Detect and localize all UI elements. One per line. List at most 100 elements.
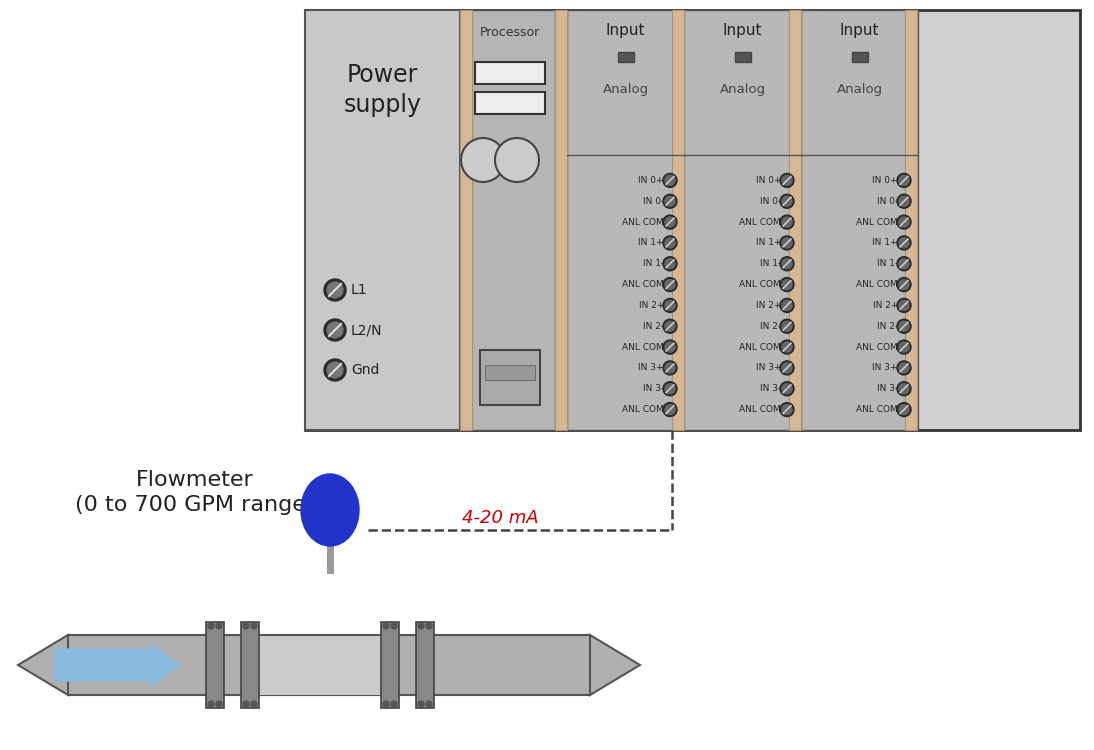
Text: IN 2-: IN 2- <box>760 322 781 331</box>
Text: ANL COM: ANL COM <box>857 405 898 414</box>
Circle shape <box>663 256 677 271</box>
Text: IN 2-: IN 2- <box>877 322 898 331</box>
Circle shape <box>665 404 675 415</box>
Bar <box>251 635 389 695</box>
Circle shape <box>780 340 794 354</box>
Circle shape <box>780 215 794 229</box>
Circle shape <box>897 236 911 250</box>
Text: Flowmeter
(0 to 700 GPM range): Flowmeter (0 to 700 GPM range) <box>75 470 315 514</box>
Text: Analog: Analog <box>837 83 883 97</box>
Circle shape <box>663 278 677 292</box>
Circle shape <box>780 173 794 188</box>
Text: IN 0+: IN 0+ <box>639 176 664 185</box>
Circle shape <box>897 278 911 292</box>
Text: IN 3-: IN 3- <box>759 384 781 393</box>
Circle shape <box>899 363 909 373</box>
Circle shape <box>899 301 909 310</box>
Circle shape <box>897 215 911 229</box>
Circle shape <box>426 623 432 629</box>
Text: Analog: Analog <box>720 83 766 97</box>
Bar <box>305 10 459 430</box>
Circle shape <box>780 361 794 375</box>
Circle shape <box>665 217 675 227</box>
Text: Gnd: Gnd <box>351 363 380 377</box>
Bar <box>475 92 545 114</box>
Text: ANL COM: ANL COM <box>740 405 781 414</box>
Circle shape <box>897 298 911 313</box>
Circle shape <box>897 403 911 416</box>
Text: IN 1+: IN 1+ <box>756 238 781 248</box>
Bar <box>905 10 917 430</box>
Circle shape <box>663 320 677 333</box>
Bar <box>475 62 545 84</box>
Circle shape <box>665 321 675 332</box>
Circle shape <box>663 361 677 375</box>
Circle shape <box>383 623 389 629</box>
Bar <box>485 365 535 380</box>
Circle shape <box>780 256 794 271</box>
Circle shape <box>780 320 794 333</box>
Circle shape <box>897 256 911 271</box>
Text: ANL COM: ANL COM <box>857 280 898 289</box>
Circle shape <box>243 623 249 629</box>
Circle shape <box>780 298 794 313</box>
Circle shape <box>418 623 424 629</box>
Circle shape <box>663 236 677 250</box>
Bar <box>851 52 868 62</box>
Text: IN 0-: IN 0- <box>876 196 898 206</box>
Text: L1: L1 <box>351 283 368 297</box>
Circle shape <box>327 322 342 338</box>
Text: ANL COM: ANL COM <box>622 343 664 352</box>
Text: 4-20 mA: 4-20 mA <box>462 509 538 527</box>
Bar <box>567 10 684 430</box>
Circle shape <box>782 301 792 310</box>
Circle shape <box>383 701 389 707</box>
Circle shape <box>665 259 675 268</box>
Text: Analog: Analog <box>603 83 649 97</box>
Circle shape <box>665 301 675 310</box>
Bar <box>68 635 590 695</box>
Text: Input: Input <box>840 22 880 38</box>
Text: IN 1+: IN 1+ <box>639 238 664 248</box>
Text: IN 0-: IN 0- <box>643 196 664 206</box>
Text: ANL COM: ANL COM <box>622 280 664 289</box>
Text: IN 3+: IN 3+ <box>639 364 664 373</box>
Circle shape <box>899 196 909 206</box>
Circle shape <box>899 321 909 332</box>
Circle shape <box>426 701 432 707</box>
Circle shape <box>665 384 675 394</box>
Circle shape <box>899 176 909 185</box>
Circle shape <box>782 342 792 352</box>
Circle shape <box>899 342 909 352</box>
Text: IN 3-: IN 3- <box>876 384 898 393</box>
Circle shape <box>663 194 677 208</box>
Circle shape <box>665 176 675 185</box>
Text: IN 1+: IN 1+ <box>873 238 898 248</box>
Text: ANL COM: ANL COM <box>857 217 898 226</box>
Circle shape <box>899 259 909 268</box>
Text: IN 2+: IN 2+ <box>639 301 664 310</box>
Circle shape <box>782 259 792 268</box>
Circle shape <box>663 215 677 229</box>
Circle shape <box>324 359 346 381</box>
Circle shape <box>897 194 911 208</box>
Circle shape <box>216 701 222 707</box>
Circle shape <box>780 194 794 208</box>
Bar <box>465 10 555 430</box>
Circle shape <box>782 280 792 290</box>
Bar <box>206 622 224 708</box>
Circle shape <box>665 238 675 248</box>
Circle shape <box>899 217 909 227</box>
Polygon shape <box>18 635 68 695</box>
Circle shape <box>782 384 792 394</box>
Bar <box>459 10 472 430</box>
Text: Power
supply: Power supply <box>344 63 421 117</box>
Circle shape <box>782 176 792 185</box>
Text: IN 3+: IN 3+ <box>873 364 898 373</box>
Circle shape <box>780 382 794 396</box>
Text: ANL COM: ANL COM <box>622 405 664 414</box>
Circle shape <box>216 623 222 629</box>
Text: ANL COM: ANL COM <box>857 343 898 352</box>
Circle shape <box>782 321 792 332</box>
Text: IN 1-: IN 1- <box>759 260 781 268</box>
